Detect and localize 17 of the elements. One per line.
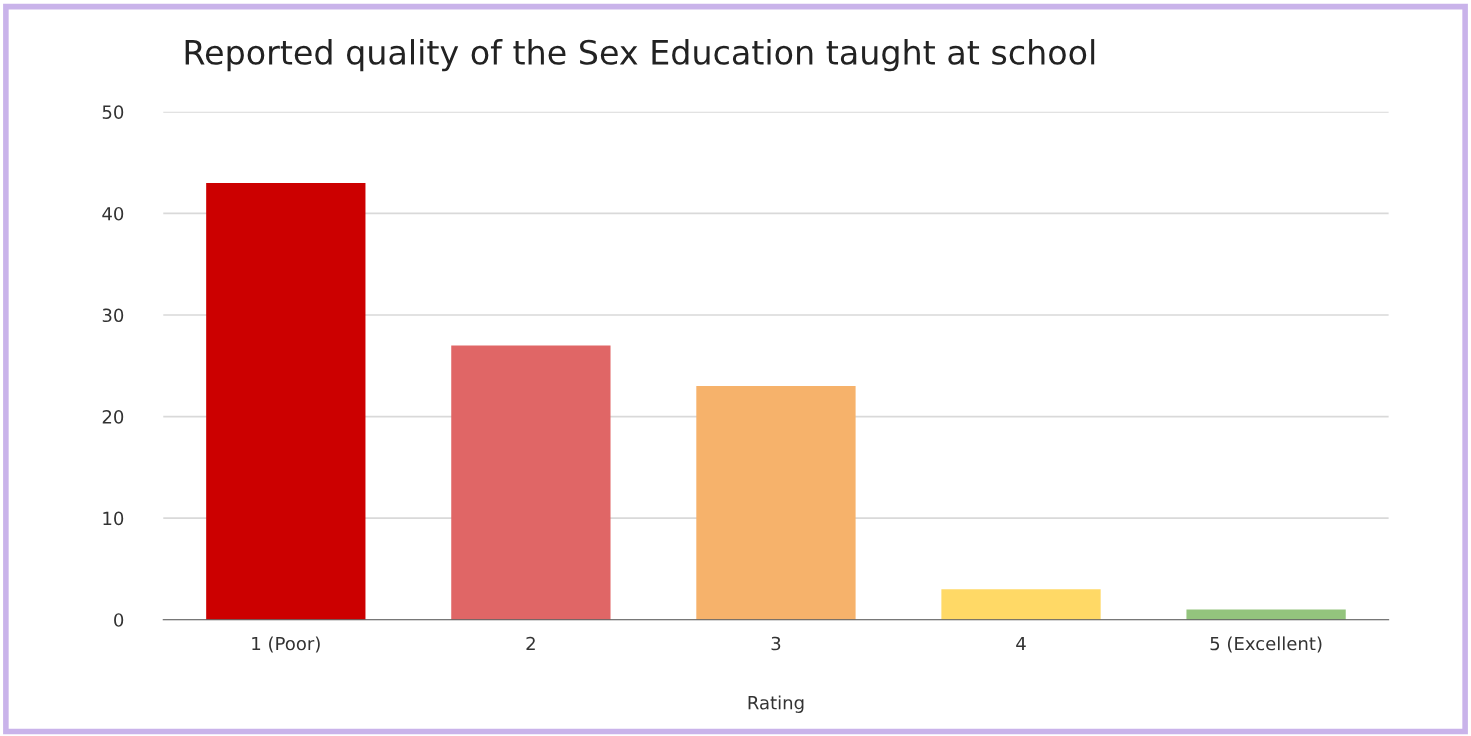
y-tick-label: 50 <box>102 105 124 119</box>
bar <box>206 182 366 620</box>
x-tick-label: 3 <box>771 636 781 651</box>
bar <box>451 345 611 620</box>
x-tick-label: 5 (Excellent) <box>1210 636 1322 653</box>
chart-title: Reported quality of the Sex Education taught at school <box>185 39 1095 72</box>
y-tick-label: 20 <box>102 410 124 424</box>
y-tick-label: 0 <box>114 613 124 627</box>
x-tick-label: 1 (Poor) <box>252 636 320 653</box>
y-tick-label: 40 <box>102 206 124 221</box>
bar <box>941 589 1101 620</box>
x-axis-title: Rating <box>748 695 804 713</box>
y-tick-label: 30 <box>102 308 124 323</box>
x-tick-label: 2 <box>526 636 535 651</box>
x-tick-label: 4 <box>1016 636 1026 651</box>
bar <box>696 386 856 620</box>
y-tick-label: 10 <box>103 511 124 526</box>
